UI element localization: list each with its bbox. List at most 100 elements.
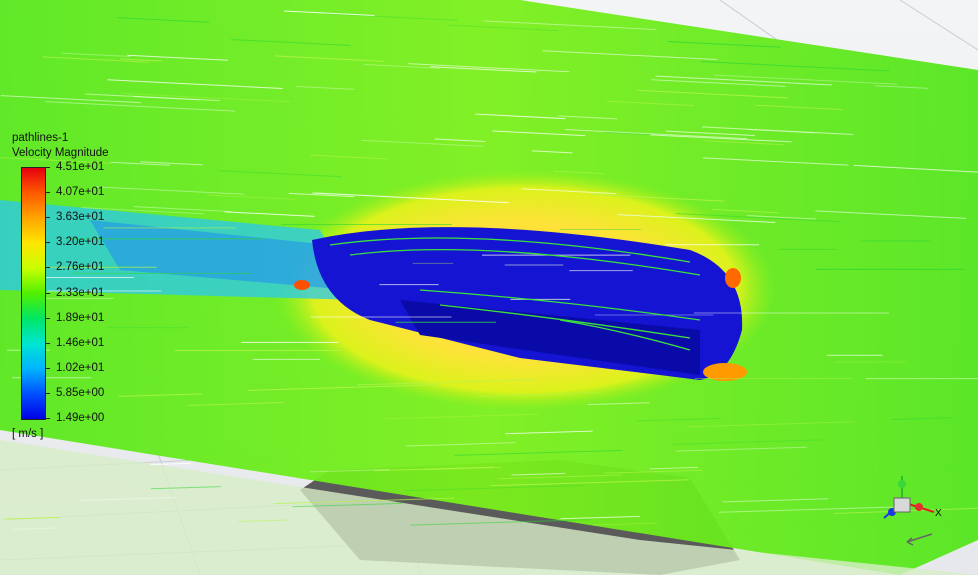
lower-pathlines <box>0 440 978 575</box>
pathline-streak <box>650 134 792 143</box>
pathline-streak <box>531 150 573 154</box>
pathline-streak <box>430 66 537 73</box>
legend-title: pathlines-1 <box>12 132 69 144</box>
legend-tick-label: 1.89e+01 <box>56 311 105 324</box>
legend-tick-label: 3.20e+01 <box>56 236 105 249</box>
pathline-streak <box>718 506 908 513</box>
legend-tick <box>45 418 50 419</box>
pathline-streak <box>701 61 890 72</box>
x-axis-label: X <box>935 508 942 519</box>
pathline-streak <box>755 104 843 111</box>
pathline-streak <box>592 193 725 202</box>
pathline-streak <box>675 446 808 452</box>
wake-core <box>90 220 350 290</box>
pathline-streak <box>224 211 315 217</box>
pathline-streak <box>238 519 288 523</box>
pathline-streak <box>558 115 618 120</box>
pathline-streak <box>133 206 232 213</box>
pathline-streak <box>310 469 390 473</box>
wake-hotspot <box>294 280 310 290</box>
pathline-streak <box>703 140 785 146</box>
pathline-streak <box>565 129 748 140</box>
stagnation-top <box>725 268 741 288</box>
vehicle-underbody <box>400 300 700 375</box>
stagnation-front <box>703 363 747 381</box>
pathline-streak <box>150 486 221 490</box>
pathline-streak <box>713 74 898 85</box>
legend-variable: Velocity Magnitude <box>12 147 109 159</box>
legend-tick <box>45 317 50 319</box>
pathline-streak <box>310 154 388 160</box>
pathline-streak <box>127 54 228 61</box>
pathline-streak <box>356 379 537 386</box>
pathline-streak <box>323 13 458 21</box>
pathline-streak <box>312 192 509 204</box>
pathline-streak <box>655 75 832 86</box>
pathline-streak <box>667 41 781 48</box>
pathline-streak <box>649 466 698 470</box>
axis-triad-icon[interactable]: X <box>872 462 962 562</box>
pathline-streak <box>404 484 584 492</box>
pathline-streak <box>61 52 132 58</box>
pathline-streak <box>85 93 220 102</box>
pathline-streak <box>815 210 966 219</box>
pathline-streak <box>94 186 245 195</box>
pathline-streak <box>474 392 599 397</box>
pathline-streak <box>296 85 355 90</box>
pathline-streak <box>490 479 689 487</box>
pathline-streak <box>592 522 658 526</box>
pathline-streak <box>288 192 355 198</box>
pathline-streak <box>672 439 823 445</box>
pathline-streak <box>81 207 205 215</box>
pathline-streak <box>116 17 210 23</box>
legend-tick-label: 5.85e+00 <box>56 386 105 399</box>
pathline-streak <box>604 469 702 474</box>
pathline-streak <box>702 126 853 135</box>
pathline-streak <box>722 498 829 503</box>
pathline-streak <box>364 64 441 69</box>
pathline-streak <box>747 215 816 220</box>
pathline-streak <box>0 95 141 104</box>
legend-tick-label: 4.07e+01 <box>56 186 105 199</box>
pathline-streak <box>636 417 722 422</box>
pathline-streak <box>42 56 149 63</box>
pathline-streak <box>80 497 177 501</box>
legend-tick-label: 3.63e+01 <box>56 211 105 224</box>
legend-tick <box>45 342 50 344</box>
pathline-streak <box>120 92 291 103</box>
pathline-streak <box>45 101 236 112</box>
pathline-streak <box>853 164 978 173</box>
pathline-streak <box>0 157 113 164</box>
pathline-streak <box>363 194 509 204</box>
legend-tick-label: 2.33e+01 <box>56 286 105 299</box>
pathline-streaks <box>0 10 978 530</box>
pathline-streak <box>247 384 437 391</box>
legend-tick <box>45 292 50 294</box>
legend-tick <box>45 217 50 219</box>
legend-units: [ m/s ] <box>12 428 44 440</box>
pathline-streak <box>231 39 351 46</box>
pathline-streak <box>665 130 755 137</box>
pathline-streak <box>385 413 539 420</box>
pathline-streak <box>140 161 203 166</box>
pathline-streak <box>498 474 622 480</box>
legend-tick <box>45 392 50 394</box>
pathline-streak <box>711 208 779 214</box>
pathline-streak <box>374 466 494 472</box>
pathline-streak <box>492 130 586 137</box>
pathline-streak <box>505 430 593 435</box>
pathline-streak <box>408 63 570 73</box>
pathline-streak <box>273 497 455 505</box>
pathline-streak <box>292 502 403 508</box>
legend-tick <box>45 242 50 244</box>
pathline-streak <box>111 161 171 166</box>
pathline-streak <box>474 113 566 120</box>
pathline-streak <box>560 515 641 520</box>
rotate-arrow-icon[interactable] <box>906 533 933 546</box>
legend-tick-label: 1.49e+00 <box>56 412 105 424</box>
pathline-streak <box>218 170 342 178</box>
pathline-streak <box>361 139 484 147</box>
pathline-streak <box>284 10 375 16</box>
